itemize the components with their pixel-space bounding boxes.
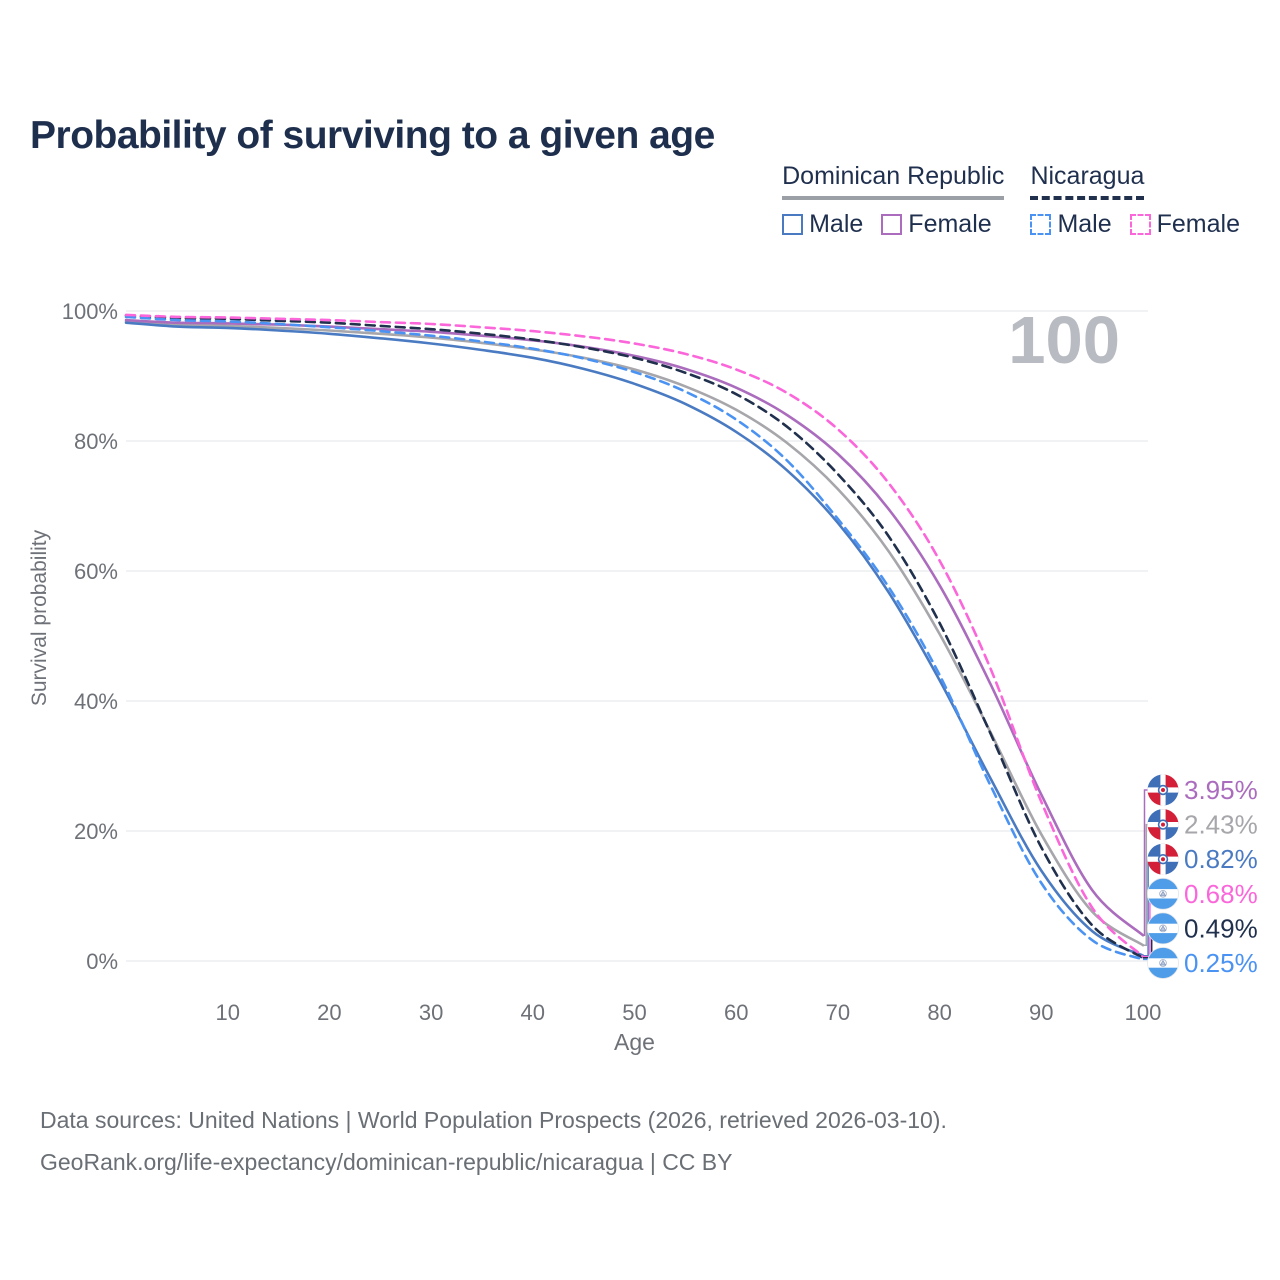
x-tick-label: 60 <box>724 1000 748 1025</box>
dominican-republic-flag-icon <box>1147 843 1179 875</box>
end-label-value: 3.95% <box>1184 775 1258 805</box>
y-tick-label: 100% <box>62 299 118 324</box>
nicaragua-flag-icon <box>1147 912 1179 945</box>
dr-female-swatch-icon <box>881 214 903 235</box>
y-tick-label: 40% <box>74 689 118 714</box>
x-tick-label: 20 <box>317 1000 341 1025</box>
legend-group-nicaragua: Nicaragua Male Female <box>1030 162 1240 239</box>
legend-item-nic-female[interactable]: Female <box>1129 210 1240 239</box>
y-tick-label: 60% <box>74 559 118 584</box>
footer-sources-line: Data sources: United Nations | World Pop… <box>40 1107 947 1133</box>
legend-item-label: Female <box>1156 210 1240 238</box>
legend-item-dr-male[interactable]: Male <box>782 210 863 239</box>
nicaragua-flag-icon <box>1147 947 1179 979</box>
dr-male-swatch-icon <box>782 214 804 235</box>
line-nic-female[interactable] <box>124 313 1145 958</box>
line-dr-female[interactable] <box>124 318 1145 937</box>
y-tick-label: 80% <box>74 429 118 454</box>
x-tick-label: 80 <box>927 1000 951 1025</box>
line-nic-both[interactable] <box>124 314 1145 960</box>
y-tick-label: 0% <box>86 949 118 974</box>
footer-link-line[interactable]: GeoRank.org/life-expectancy/dominican-re… <box>40 1148 733 1175</box>
x-tick-label: 10 <box>215 1000 239 1025</box>
line-dr-both[interactable] <box>124 320 1145 947</box>
legend-item-label: Male <box>809 210 864 238</box>
x-tick-label: 100 <box>1125 1000 1162 1025</box>
y-gridlines <box>126 310 1148 962</box>
x-tick-label: 30 <box>419 1000 443 1025</box>
line-dr-male[interactable] <box>124 321 1145 957</box>
nic-male-swatch-icon <box>1030 214 1052 235</box>
x-tick-label: 40 <box>521 1000 545 1025</box>
legend-item-nic-male[interactable]: Male <box>1030 210 1112 239</box>
line-nic-male[interactable] <box>124 315 1145 961</box>
x-axis-tick-labels: 10 20 30 40 50 60 70 80 90 100 <box>215 1000 1161 1025</box>
legend-item-dr-female[interactable]: Female <box>881 210 992 239</box>
watermark-age-100: 100 <box>1008 303 1120 378</box>
end-labels: 3.95% 2.43% 0.82% <box>1143 774 1258 979</box>
page-title: Probability of surviving to a given age <box>30 114 715 158</box>
y-tick-label: 20% <box>74 819 118 844</box>
nic-female-swatch-icon <box>1129 214 1151 235</box>
x-tick-label: 90 <box>1029 1000 1053 1025</box>
x-tick-label: 70 <box>826 1000 850 1025</box>
y-axis-title: Survival probability <box>28 529 51 706</box>
data-sources-footer: Data sources: United Nations | World Pop… <box>40 1100 947 1184</box>
end-label-value: 0.68% <box>1184 879 1258 909</box>
end-label-value: 2.43% <box>1184 810 1258 840</box>
legend-group-title-dominican-republic[interactable]: Dominican Republic <box>782 162 1005 200</box>
legend-group-title-nicaragua[interactable]: Nicaragua <box>1030 162 1145 200</box>
end-label-value: 0.49% <box>1184 913 1258 943</box>
legend: Dominican Republic Male Female Nicaragua… <box>782 162 1240 239</box>
end-label-value: 0.82% <box>1184 844 1258 874</box>
legend-group-dominican-republic: Dominican Republic Male Female <box>782 162 1005 239</box>
dominican-republic-flag-icon <box>1147 774 1179 806</box>
dominican-republic-flag-icon <box>1147 809 1179 841</box>
y-axis-tick-labels: 0% 20% 40% 60% 80% 100% <box>62 299 118 974</box>
nicaragua-flag-icon <box>1147 877 1179 910</box>
x-axis-title: Age <box>614 1029 655 1055</box>
x-tick-label: 50 <box>622 1000 646 1025</box>
legend-item-label: Male <box>1057 210 1112 238</box>
legend-item-label: Female <box>908 210 992 238</box>
end-label-value: 0.25% <box>1184 948 1258 978</box>
